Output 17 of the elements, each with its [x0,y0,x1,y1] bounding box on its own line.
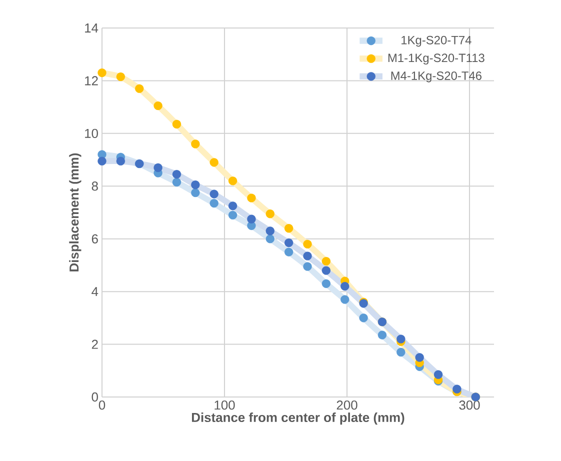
legend-label: 1Kg-S20-T74 [402,36,472,47]
x-tick-label: 100 [214,400,235,410]
legend-label: M4-1Kg-S20-T46 [391,71,482,82]
y-tick-label: 10 [85,128,98,138]
y-tick-label: 12 [85,76,98,86]
y-tick-label: 14 [85,24,98,32]
x-axis-title: Distance from center of plate (mm) [192,412,404,425]
legend-label: M1-1Kg-S20-T113 [388,54,484,65]
x-tick-label: 0 [98,400,106,410]
y-tick-label: 2 [92,340,98,349]
y-tick-label: 4 [92,287,98,296]
y-axis-title: Displacement (mm) [69,153,82,272]
x-tick-label: 300 [459,400,480,410]
y-tick-label: 8 [92,182,98,191]
y-tick-label: 6 [92,234,98,244]
x-tick-label: 200 [336,400,358,410]
y-tick-label: 0 [92,392,98,402]
